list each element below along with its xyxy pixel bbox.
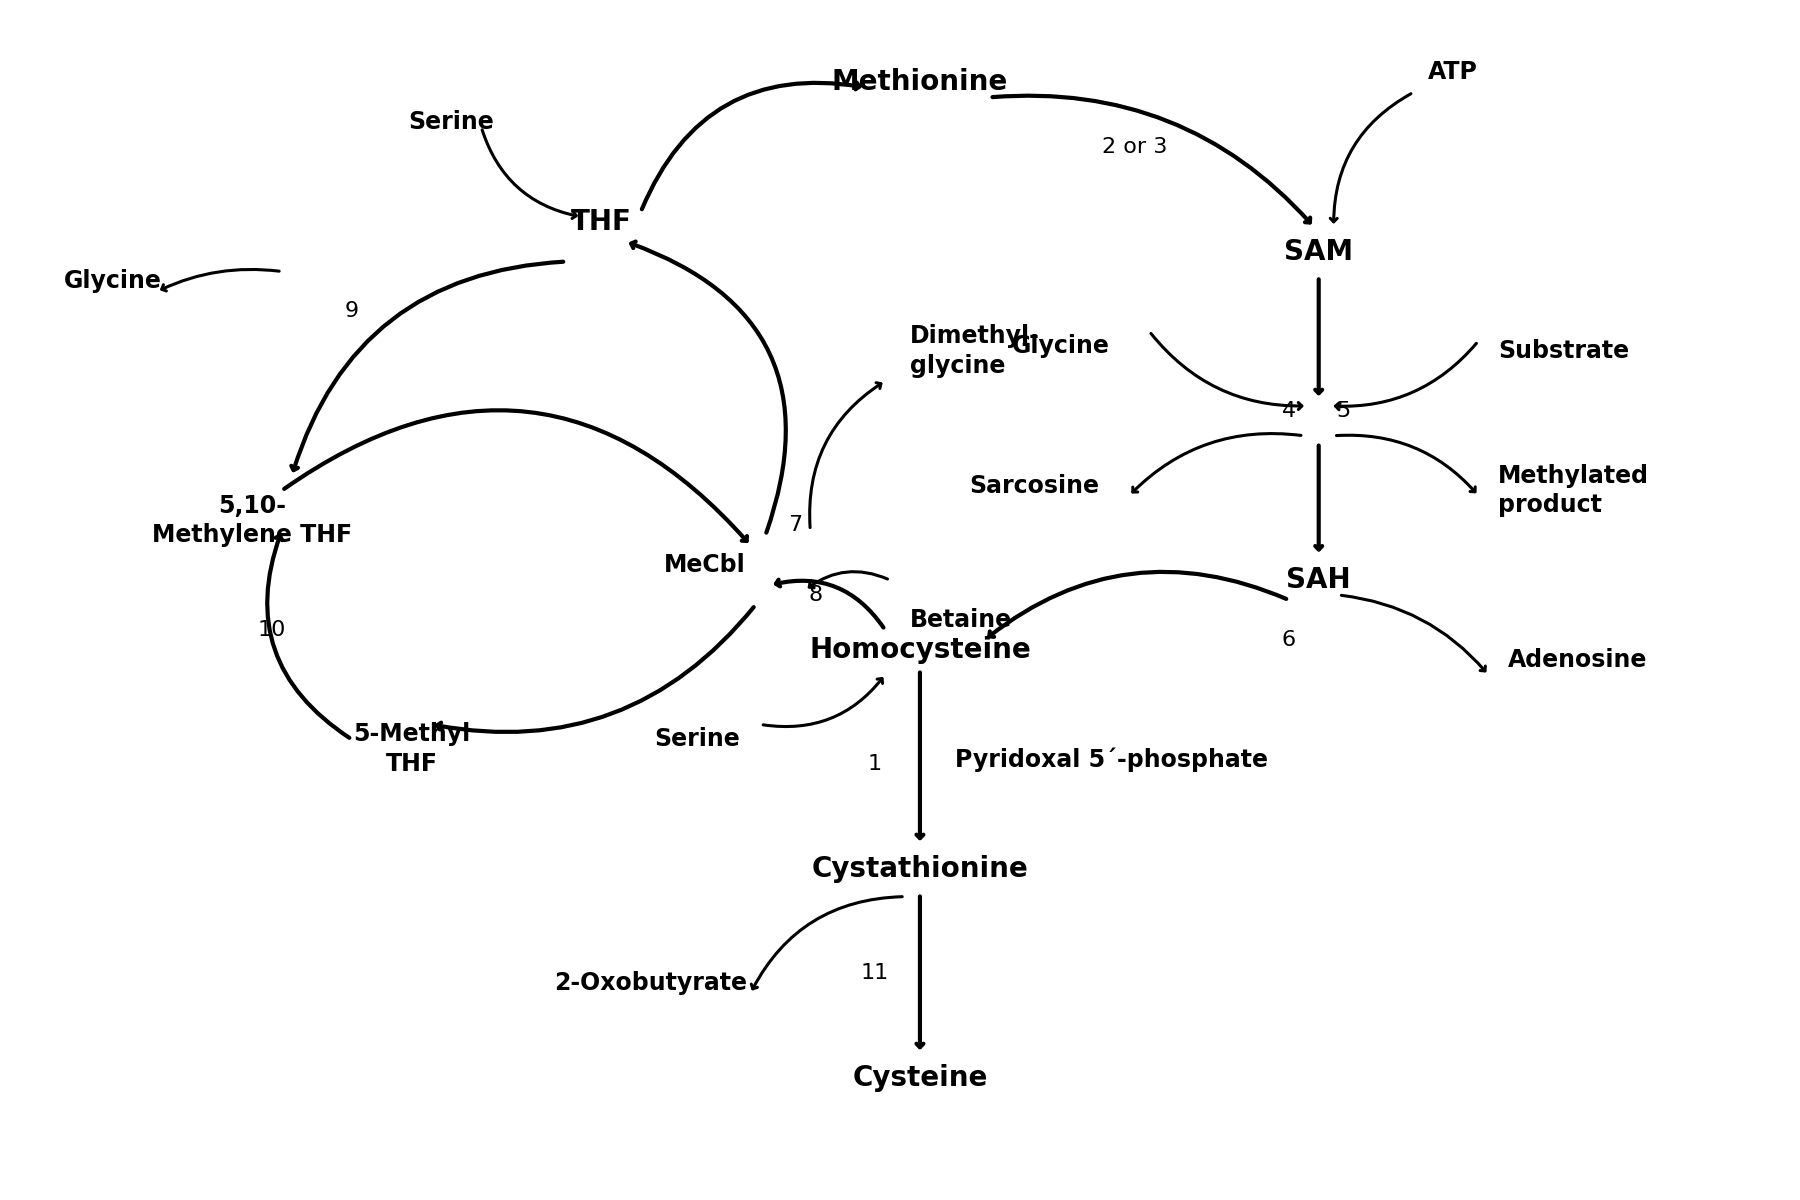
Text: Dimethyl-
glycine: Dimethyl- glycine [911,324,1040,378]
Text: Methylated
product: Methylated product [1498,463,1649,517]
Text: SAH: SAH [1287,566,1352,594]
Text: 1: 1 [868,755,882,774]
Text: 9: 9 [344,301,358,322]
Text: 7: 7 [788,515,803,535]
Text: Adenosine: Adenosine [1508,648,1647,672]
Text: Methionine: Methionine [832,68,1008,96]
Text: Betaine: Betaine [911,608,1012,632]
Text: THF: THF [571,208,632,235]
Text: 5,10-
Methylene THF: 5,10- Methylene THF [151,493,353,547]
Text: Glycine: Glycine [63,270,162,294]
Text: Cystathionine: Cystathionine [812,854,1028,883]
Text: Pyridoxal 5´-phosphate: Pyridoxal 5´-phosphate [954,748,1267,772]
Text: 5-Methyl
THF: 5-Methyl THF [353,722,470,776]
Text: Glycine: Glycine [1012,334,1109,358]
Text: 2-Oxobutyrate: 2-Oxobutyrate [554,971,747,995]
Text: 6: 6 [1282,630,1296,650]
Text: 5: 5 [1337,401,1350,421]
Text: 4: 4 [1282,401,1296,421]
Text: Serine: Serine [655,727,740,751]
Text: Cysteine: Cysteine [851,1063,988,1092]
Text: 2 or 3: 2 or 3 [1102,137,1166,157]
Text: Serine: Serine [409,110,495,134]
Text: MeCbl: MeCbl [664,553,745,577]
Text: Substrate: Substrate [1498,340,1629,364]
Text: ATP: ATP [1429,60,1478,84]
Text: 11: 11 [860,964,889,983]
Text: SAM: SAM [1283,238,1354,265]
Text: Sarcosine: Sarcosine [970,474,1100,498]
Text: 8: 8 [808,586,823,605]
Text: 10: 10 [257,620,286,640]
Text: Homocysteine: Homocysteine [808,636,1031,664]
